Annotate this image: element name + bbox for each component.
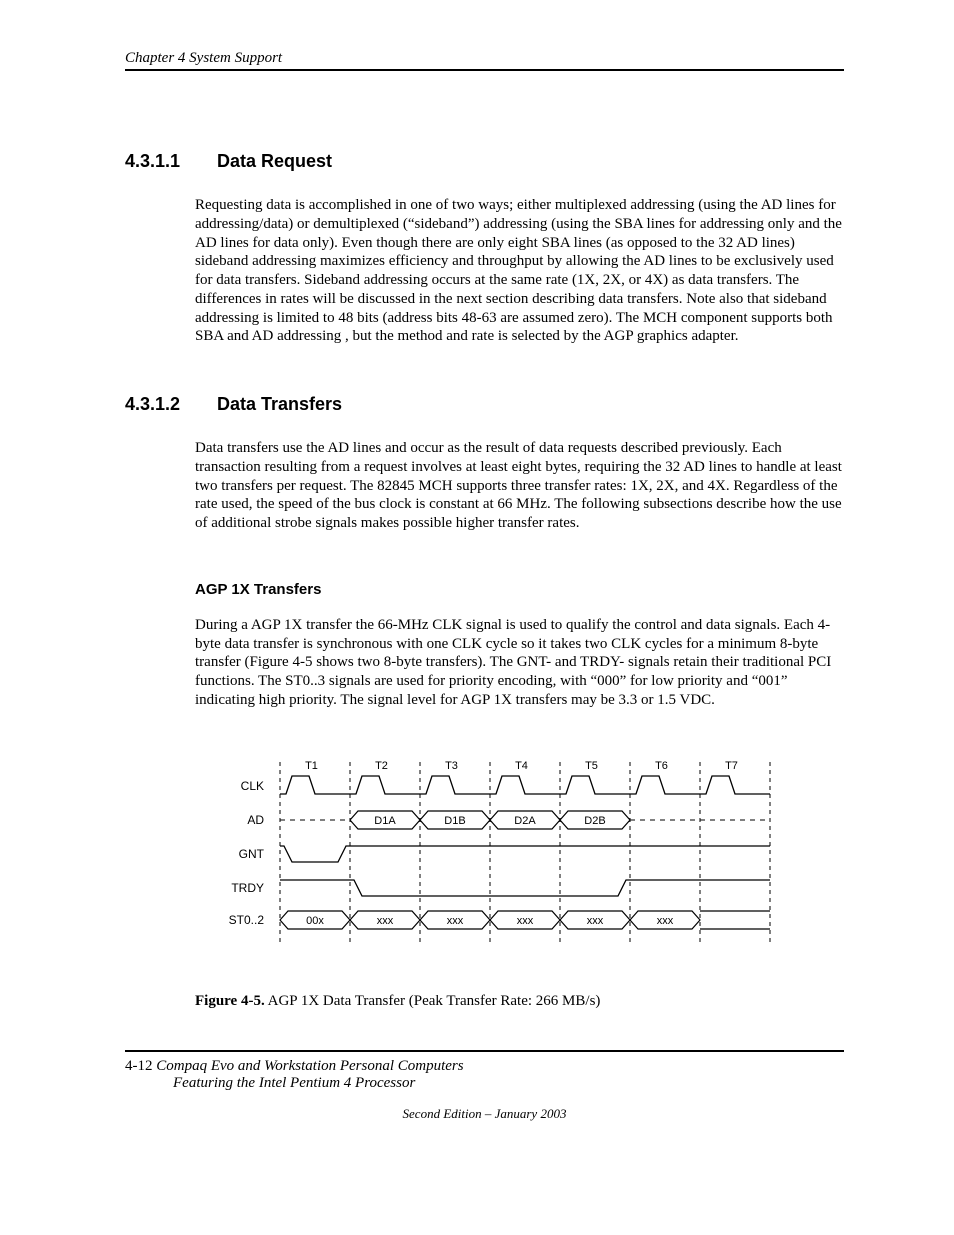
section-title-1: Data Request: [217, 151, 332, 171]
svg-text:00x: 00x: [306, 915, 324, 927]
section-number-2: 4.3.1.2: [125, 394, 217, 415]
edition-line: Second Edition – January 2003: [125, 1106, 844, 1122]
svg-text:T6: T6: [655, 760, 668, 772]
section-number-1: 4.3.1.1: [125, 151, 217, 172]
svg-text:xxx: xxx: [587, 915, 604, 927]
svg-text:T2: T2: [375, 760, 388, 772]
subsection-body: During a AGP 1X transfer the 66-MHz CLK …: [195, 616, 844, 710]
page-footer: 4-12 Compaq Evo and Workstation Personal…: [125, 1058, 844, 1092]
svg-text:T4: T4: [515, 760, 528, 772]
section-body-1: Requesting data is accomplished in one o…: [195, 196, 844, 346]
svg-text:D1A: D1A: [374, 815, 396, 827]
section-heading-2: 4.3.1.2Data Transfers: [125, 394, 844, 415]
figure-caption: Figure 4-5. AGP 1X Data Transfer (Peak T…: [195, 993, 844, 1010]
svg-text:xxx: xxx: [517, 915, 534, 927]
subsection-heading: AGP 1X Transfers: [195, 581, 844, 598]
svg-text:xxx: xxx: [377, 915, 394, 927]
svg-text:CLK: CLK: [241, 779, 264, 793]
footer-rule: [125, 1050, 844, 1052]
svg-text:D2B: D2B: [584, 815, 605, 827]
svg-text:D1B: D1B: [444, 815, 465, 827]
svg-text:T1: T1: [305, 760, 318, 772]
page-header: Chapter 4 System Support: [125, 50, 844, 71]
svg-text:T3: T3: [445, 760, 458, 772]
footer-line2: Featuring the Intel Pentium 4 Processor: [173, 1075, 415, 1091]
figure-caption-rest: AGP 1X Data Transfer (Peak Transfer Rate…: [265, 993, 601, 1009]
svg-text:xxx: xxx: [657, 915, 674, 927]
footer-line1: Compaq Evo and Workstation Personal Comp…: [156, 1058, 463, 1074]
svg-text:GNT: GNT: [239, 847, 265, 861]
chapter-label: Chapter 4 System Support: [125, 50, 282, 66]
section-heading-1: 4.3.1.1Data Request: [125, 151, 844, 172]
svg-text:T7: T7: [725, 760, 738, 772]
svg-text:T5: T5: [585, 760, 598, 772]
timing-diagram: T1 T2 T3 T4 T5 T6 T7 CLK AD GNT TRDY ST0..2 D1A D1B D2…: [195, 758, 844, 953]
svg-text:AD: AD: [247, 813, 264, 827]
svg-text:xxx: xxx: [447, 915, 464, 927]
figure-caption-bold: Figure 4-5.: [195, 993, 265, 1009]
section-title-2: Data Transfers: [217, 394, 342, 414]
svg-text:ST0..2: ST0..2: [229, 913, 265, 927]
svg-text:D2A: D2A: [514, 815, 536, 827]
section-body-2: Data transfers use the AD lines and occu…: [195, 439, 844, 533]
svg-text:TRDY: TRDY: [231, 881, 264, 895]
page-number: 4-12: [125, 1058, 153, 1074]
